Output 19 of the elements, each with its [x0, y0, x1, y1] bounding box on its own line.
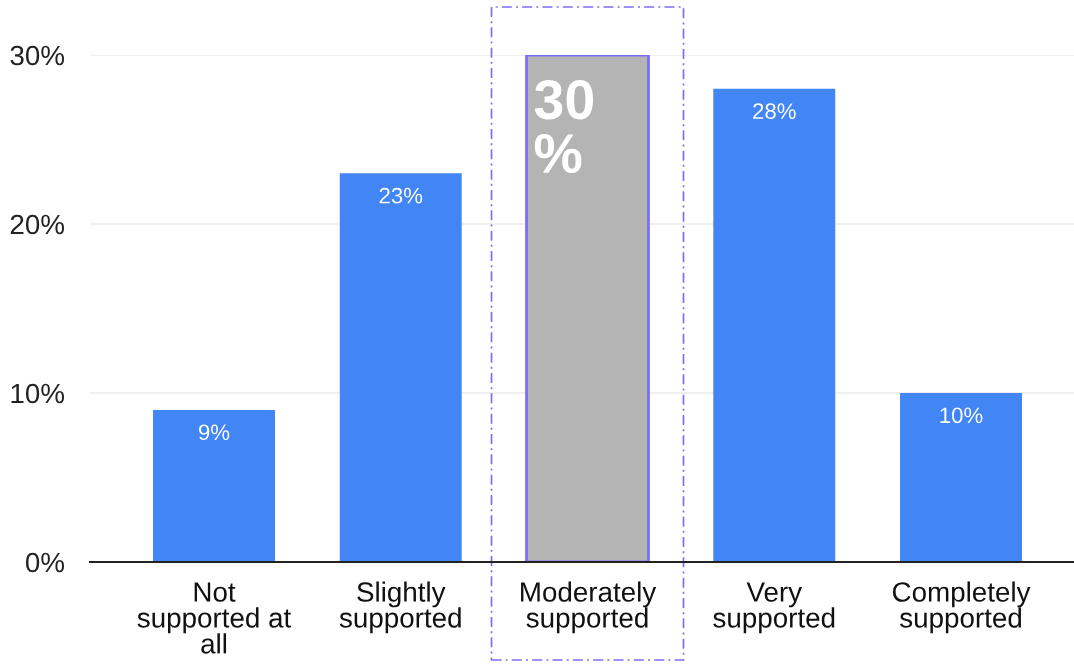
x-tick-label: Not supported at all: [137, 582, 292, 654]
data-label: 28%: [753, 103, 796, 120]
bar: [900, 393, 1022, 562]
bar: [153, 409, 275, 562]
x-tick-label: Moderately supported: [521, 581, 657, 634]
y-tick-label: 0%: [25, 552, 65, 573]
data-label: 9%: [198, 424, 230, 441]
x-tick-label: Very supported: [713, 582, 835, 634]
x-tick-label: Slightly supported: [339, 581, 461, 634]
bar: [525, 55, 650, 562]
data-label: 10%: [940, 407, 983, 424]
bar: [339, 173, 462, 562]
data-label: 30 %: [534, 80, 593, 174]
x-tick-label: Completely supported: [892, 581, 1031, 634]
y-tick-label: 20%: [10, 214, 65, 235]
data-label: 23%: [379, 187, 423, 204]
bar: [713, 88, 836, 562]
y-tick-label: 10%: [11, 383, 65, 404]
y-tick-label: 30%: [10, 45, 65, 66]
